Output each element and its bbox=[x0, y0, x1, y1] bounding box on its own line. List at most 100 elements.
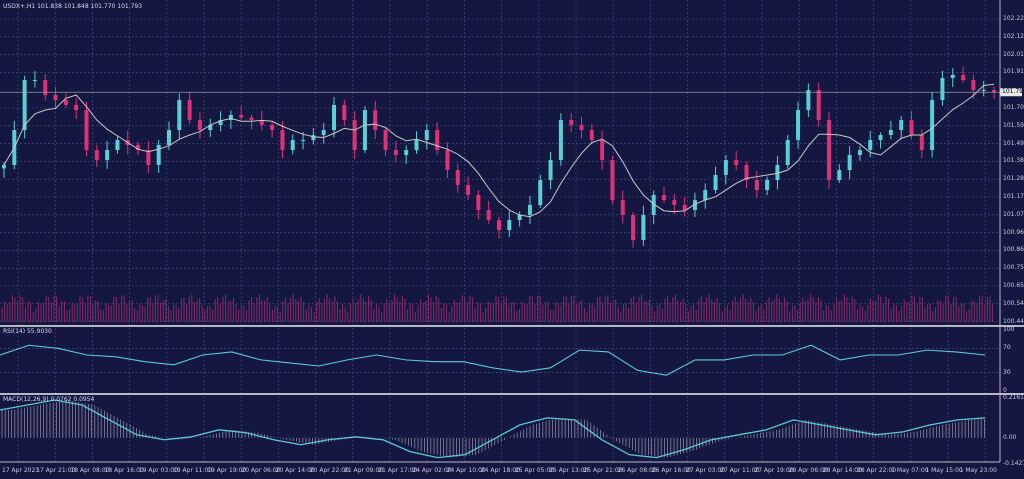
candle-body bbox=[940, 77, 945, 101]
candle-body bbox=[497, 220, 501, 231]
time-axis-label: 1 May 07:00 bbox=[891, 467, 929, 474]
moving-average-line bbox=[3, 83, 995, 218]
candle-body bbox=[610, 160, 615, 201]
pane-separator bbox=[0, 393, 1024, 395]
time-axis-label: 21 Apr 09:00 bbox=[344, 467, 384, 474]
time-axis-label: 1 May 15:00 bbox=[925, 467, 963, 474]
macd-title: MACD(12,26,9) 0.0762 0.0954 bbox=[3, 396, 95, 403]
candle-body bbox=[486, 210, 491, 221]
candle-body bbox=[177, 100, 182, 131]
candle-body bbox=[239, 114, 244, 118]
price-tick-label: 100.545 bbox=[1003, 299, 1024, 307]
candle-body bbox=[311, 135, 316, 141]
candle-body bbox=[548, 160, 553, 181]
candle-body bbox=[167, 130, 171, 145]
rsi-tick-label: 70 bbox=[1003, 344, 1011, 352]
time-axis-label: 27 Apr 19:00 bbox=[754, 467, 794, 474]
candle-body bbox=[899, 120, 904, 131]
candle-body bbox=[115, 140, 120, 151]
candle-body bbox=[765, 180, 770, 191]
candle-body bbox=[435, 130, 440, 151]
time-axis-label: 17 Apr 2023 bbox=[2, 467, 40, 474]
price-tick-label: 102.015 bbox=[1003, 50, 1024, 58]
candle-body bbox=[950, 74, 955, 78]
candle-body bbox=[754, 180, 759, 191]
candle-body bbox=[22, 80, 27, 131]
symbol-header: USDX+,H1 101.838 101.848 101.770 101.793 bbox=[3, 3, 143, 10]
candle-body bbox=[53, 94, 58, 101]
price-tick-label: 101.910 bbox=[1003, 68, 1024, 76]
candle-body bbox=[74, 104, 79, 111]
candle-body bbox=[218, 120, 223, 125]
candle-body bbox=[868, 140, 873, 151]
macd-signal-line bbox=[0, 399, 986, 459]
candle-body bbox=[517, 214, 522, 221]
time-axis-label: 19 Apr 19:00 bbox=[207, 467, 247, 474]
candle-body bbox=[352, 120, 357, 151]
candle-body bbox=[651, 194, 656, 215]
candle-body bbox=[105, 150, 110, 161]
time-axis-label: 26 Apr 08:00 bbox=[617, 467, 657, 474]
candle-body bbox=[837, 170, 842, 181]
time-axis-label: 24 Apr 02:00 bbox=[412, 467, 452, 474]
price-tick-label: 100.440 bbox=[1003, 317, 1024, 325]
candle-body bbox=[362, 110, 367, 151]
time-axis-label: 27 Apr 03:00 bbox=[686, 467, 726, 474]
candle-body bbox=[373, 110, 378, 131]
time-axis-label: 26 Apr 16:00 bbox=[651, 467, 691, 474]
candle-body bbox=[878, 134, 883, 141]
pane-separator bbox=[0, 325, 1024, 327]
time-axis-label: 19 Apr 11:00 bbox=[173, 467, 213, 474]
candle-body bbox=[703, 190, 708, 201]
time-axis-label: 21 Apr 17:00 bbox=[378, 467, 418, 474]
candle-body bbox=[208, 124, 213, 131]
price-tick-label: 101.700 bbox=[1003, 104, 1024, 111]
candle-body bbox=[455, 170, 460, 185]
candle-body bbox=[692, 200, 697, 211]
candle-body bbox=[744, 164, 749, 181]
time-axis-label: 28 Apr 22:00 bbox=[857, 467, 897, 474]
candle-body bbox=[631, 214, 636, 241]
candle-body bbox=[672, 200, 677, 205]
price-tick-label: 100.860 bbox=[1003, 246, 1024, 254]
time-axis-label: 24 Apr 18:00 bbox=[480, 467, 520, 474]
candle-body bbox=[909, 120, 914, 135]
candle-body bbox=[280, 130, 285, 151]
candle-body bbox=[32, 80, 37, 82]
candle-body bbox=[992, 90, 996, 93]
price-tick-label: 102.120 bbox=[1003, 32, 1024, 40]
price-tick-label: 101.070 bbox=[1003, 210, 1024, 218]
time-axis-label: 24 Apr 10:00 bbox=[446, 467, 486, 474]
candle-body bbox=[589, 130, 594, 141]
candle-body bbox=[424, 130, 429, 141]
time-axis-label: 20 Apr 14:00 bbox=[275, 467, 315, 474]
price-tick-label: 101.280 bbox=[1003, 175, 1024, 183]
rsi-line bbox=[0, 344, 986, 376]
candle-body bbox=[43, 80, 48, 95]
candle-body bbox=[393, 150, 398, 155]
candle-body bbox=[930, 100, 935, 151]
candle-body bbox=[445, 150, 450, 171]
time-axis-label: 25 Apr 21:00 bbox=[583, 467, 623, 474]
time-axis-label: 28 Apr 06:00 bbox=[788, 467, 828, 474]
candle-body bbox=[569, 120, 574, 125]
candle-body bbox=[857, 150, 862, 155]
candle-body bbox=[682, 204, 687, 211]
price-tick-label: 102.225 bbox=[1003, 15, 1024, 22]
time-axis-label: 20 Apr 22:00 bbox=[309, 467, 349, 474]
candle-body bbox=[404, 150, 409, 155]
candle-body bbox=[414, 140, 419, 151]
candle-body bbox=[527, 204, 532, 215]
candle-body bbox=[2, 164, 6, 169]
candle-body bbox=[847, 154, 852, 171]
macd-tick-label: -0.1427 bbox=[1003, 460, 1024, 467]
time-axis-label: 18 Apr 08:00 bbox=[70, 467, 110, 474]
candle-body bbox=[662, 194, 666, 201]
candle-body bbox=[63, 100, 68, 105]
time-axis-label: 28 Apr 14:00 bbox=[822, 467, 862, 474]
candle-body bbox=[342, 104, 347, 121]
current-price-tag bbox=[1000, 88, 1022, 97]
candle-body bbox=[961, 74, 966, 81]
